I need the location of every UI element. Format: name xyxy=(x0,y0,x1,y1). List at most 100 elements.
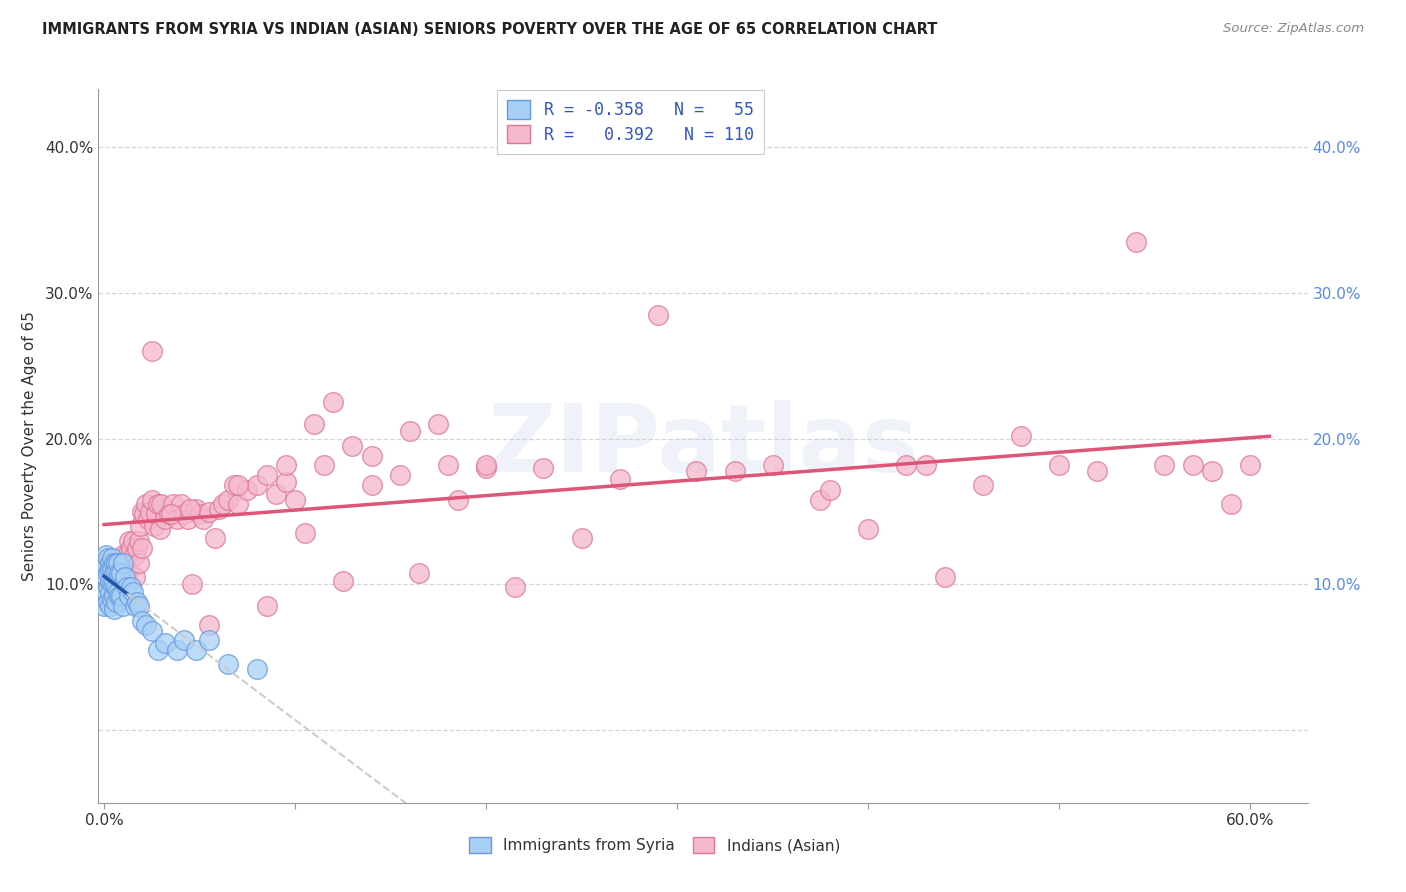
Point xyxy=(146,497,169,511)
Point xyxy=(135,618,157,632)
Point xyxy=(184,501,207,516)
Point xyxy=(125,595,148,609)
Point xyxy=(108,589,131,603)
Point xyxy=(304,417,326,432)
Point xyxy=(217,657,239,672)
Point xyxy=(198,504,221,518)
Point xyxy=(503,580,526,594)
Point xyxy=(914,458,936,472)
Point xyxy=(762,458,785,472)
Point xyxy=(107,556,129,570)
Point xyxy=(145,508,167,522)
Point xyxy=(256,599,278,614)
Point xyxy=(264,487,287,501)
Point xyxy=(184,643,207,657)
Point xyxy=(166,512,188,526)
Point xyxy=(101,591,124,606)
Point xyxy=(108,566,131,580)
Point xyxy=(179,501,201,516)
Point xyxy=(342,439,364,453)
Point xyxy=(972,478,994,492)
Point xyxy=(107,584,129,599)
Point xyxy=(246,662,269,676)
Point xyxy=(135,497,157,511)
Point xyxy=(131,504,153,518)
Point xyxy=(475,458,498,472)
Point xyxy=(810,492,832,507)
Point xyxy=(104,580,127,594)
Point xyxy=(274,475,297,490)
Point xyxy=(236,483,259,497)
Point xyxy=(685,464,707,478)
Point xyxy=(141,624,163,638)
Point xyxy=(150,497,173,511)
Point xyxy=(110,570,132,584)
Point xyxy=(204,531,226,545)
Point xyxy=(141,492,163,507)
Point xyxy=(101,577,124,591)
Point xyxy=(256,468,278,483)
Point xyxy=(1087,464,1109,478)
Point xyxy=(124,548,146,562)
Point xyxy=(609,473,631,487)
Point xyxy=(427,417,450,432)
Point xyxy=(1047,458,1070,472)
Point xyxy=(103,566,125,580)
Point xyxy=(104,556,127,570)
Point xyxy=(858,522,880,536)
Point xyxy=(128,556,150,570)
Point xyxy=(169,497,191,511)
Point xyxy=(129,519,152,533)
Point xyxy=(112,599,135,614)
Point xyxy=(93,556,115,570)
Point xyxy=(103,556,125,570)
Point xyxy=(398,425,420,439)
Point xyxy=(146,643,169,657)
Point xyxy=(98,563,121,577)
Point xyxy=(647,308,669,322)
Point xyxy=(173,508,195,522)
Point xyxy=(160,508,183,522)
Point xyxy=(142,519,165,533)
Point xyxy=(134,508,156,522)
Point xyxy=(124,599,146,614)
Point xyxy=(104,595,127,609)
Text: ZIPatlas: ZIPatlas xyxy=(488,400,918,492)
Point xyxy=(437,458,460,472)
Point xyxy=(1125,235,1147,249)
Text: Source: ZipAtlas.com: Source: ZipAtlas.com xyxy=(1223,22,1364,36)
Point xyxy=(115,580,138,594)
Point xyxy=(98,574,121,589)
Point xyxy=(198,618,221,632)
Point xyxy=(217,492,239,507)
Point xyxy=(141,344,163,359)
Point xyxy=(93,599,115,614)
Point xyxy=(173,632,195,647)
Point xyxy=(107,570,129,584)
Point xyxy=(1220,497,1243,511)
Point xyxy=(934,570,956,584)
Point xyxy=(136,512,159,526)
Point xyxy=(155,512,177,526)
Point xyxy=(1010,429,1032,443)
Point xyxy=(121,533,143,548)
Point xyxy=(104,566,127,580)
Point xyxy=(1181,458,1204,472)
Point xyxy=(101,551,124,566)
Point xyxy=(112,548,135,562)
Point xyxy=(97,595,120,609)
Point xyxy=(475,460,498,475)
Point xyxy=(114,556,136,570)
Point xyxy=(101,563,124,577)
Point xyxy=(114,570,136,584)
Point xyxy=(131,614,153,628)
Point xyxy=(128,533,150,548)
Point xyxy=(112,556,135,570)
Point xyxy=(120,580,142,594)
Point xyxy=(1201,464,1223,478)
Point xyxy=(128,599,150,614)
Point xyxy=(148,522,170,536)
Point xyxy=(98,584,121,599)
Text: IMMIGRANTS FROM SYRIA VS INDIAN (ASIAN) SENIORS POVERTY OVER THE AGE OF 65 CORRE: IMMIGRANTS FROM SYRIA VS INDIAN (ASIAN) … xyxy=(42,22,938,37)
Point xyxy=(723,464,745,478)
